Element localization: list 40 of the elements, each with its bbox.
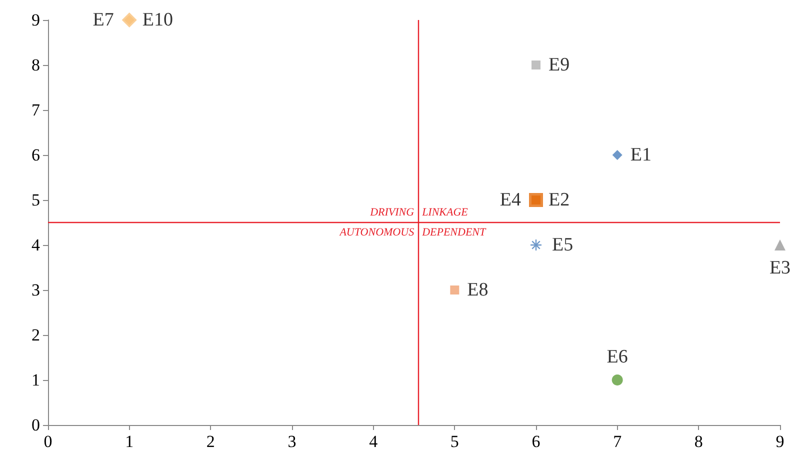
x-tick-label: 8 bbox=[694, 432, 703, 451]
x-tick-label: 4 bbox=[369, 432, 378, 451]
y-tick-label: 0 bbox=[32, 416, 40, 434]
annotation: DRIVING bbox=[369, 206, 414, 218]
series-label: E1 bbox=[630, 144, 652, 166]
annotation: DEPENDENT bbox=[421, 226, 487, 238]
series-label: E4 bbox=[500, 190, 522, 210]
point bbox=[774, 240, 786, 250]
x-tick-label: 9 bbox=[776, 432, 784, 451]
y-tick-label: 7 bbox=[32, 100, 40, 120]
x-tick-label: 5 bbox=[450, 432, 459, 451]
point bbox=[612, 150, 622, 160]
annotation: AUTONOMOUS bbox=[338, 226, 415, 238]
series-label: E8 bbox=[467, 280, 488, 300]
series-label: E6 bbox=[606, 346, 628, 368]
annotation: LINKAGE bbox=[421, 206, 468, 218]
y-tick-label: 3 bbox=[32, 280, 40, 300]
point bbox=[532, 60, 540, 70]
x-tick-label: 2 bbox=[206, 432, 215, 451]
series-label: E2 bbox=[548, 190, 570, 210]
x-tick-label: 1 bbox=[125, 432, 134, 451]
point bbox=[450, 286, 460, 294]
series-label: E5 bbox=[552, 234, 574, 256]
y-tick-label: 8 bbox=[32, 56, 40, 74]
y-tick-label: 4 bbox=[32, 236, 40, 254]
y-tick-label: 6 bbox=[32, 146, 40, 164]
series-label: E7 bbox=[92, 10, 114, 30]
x-tick-label: 3 bbox=[288, 432, 296, 451]
y-tick-label: 1 bbox=[32, 370, 40, 390]
series-label: E9 bbox=[548, 54, 570, 76]
point bbox=[530, 238, 542, 252]
series-label: E3 bbox=[769, 258, 791, 278]
y-tick-label: 5 bbox=[32, 190, 40, 210]
y-tick-label: 2 bbox=[32, 326, 40, 344]
x-tick-label: 6 bbox=[532, 432, 540, 451]
x-tick-label: 7 bbox=[613, 432, 622, 451]
point bbox=[612, 374, 623, 386]
y-tick-label: 9 bbox=[32, 10, 40, 30]
series-label: E10 bbox=[142, 10, 173, 30]
x-tick-label: 0 bbox=[44, 432, 52, 451]
